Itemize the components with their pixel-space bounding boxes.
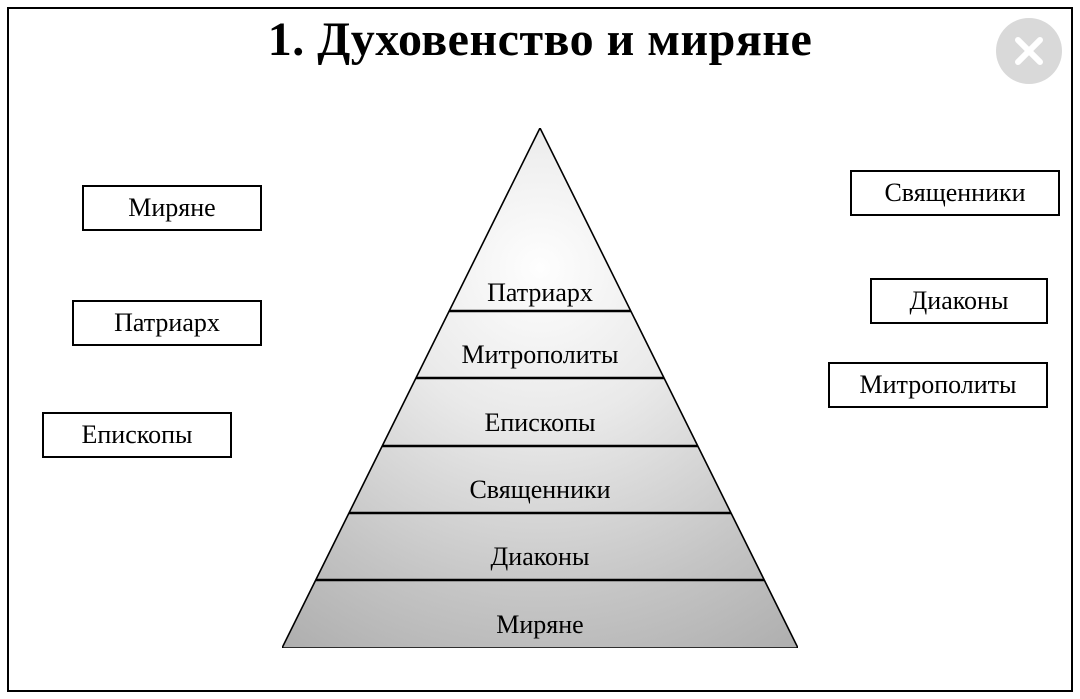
side-box-label: Диаконы	[910, 286, 1009, 316]
side-box-right-1: Диаконы	[870, 278, 1048, 324]
side-box-left-0: Миряне	[82, 185, 262, 231]
pyramid-tier-4-label: Диаконы	[282, 542, 798, 572]
pyramid-tier-3-label: Священники	[282, 475, 798, 505]
pyramid: Патриарх Митрополиты Епископы Священники…	[282, 128, 798, 648]
close-button[interactable]	[996, 18, 1062, 84]
side-box-right-0: Священники	[850, 170, 1060, 216]
page-title: 1. Духовенство и миряне	[0, 12, 1080, 67]
side-box-label: Патриарх	[114, 308, 220, 338]
side-box-left-2: Епископы	[42, 412, 232, 458]
pyramid-tier-2-label: Епископы	[282, 408, 798, 438]
close-icon	[1009, 31, 1049, 71]
pyramid-tier-1-label: Митрополиты	[282, 340, 798, 370]
side-box-label: Священники	[884, 178, 1025, 208]
pyramid-tier-5-label: Миряне	[282, 610, 798, 640]
side-box-left-1: Патриарх	[72, 300, 262, 346]
side-box-label: Епископы	[82, 420, 193, 450]
side-box-right-2: Митрополиты	[828, 362, 1048, 408]
pyramid-tier-0-label: Патриарх	[282, 278, 798, 308]
side-box-label: Митрополиты	[859, 370, 1016, 400]
side-box-label: Миряне	[128, 193, 215, 223]
